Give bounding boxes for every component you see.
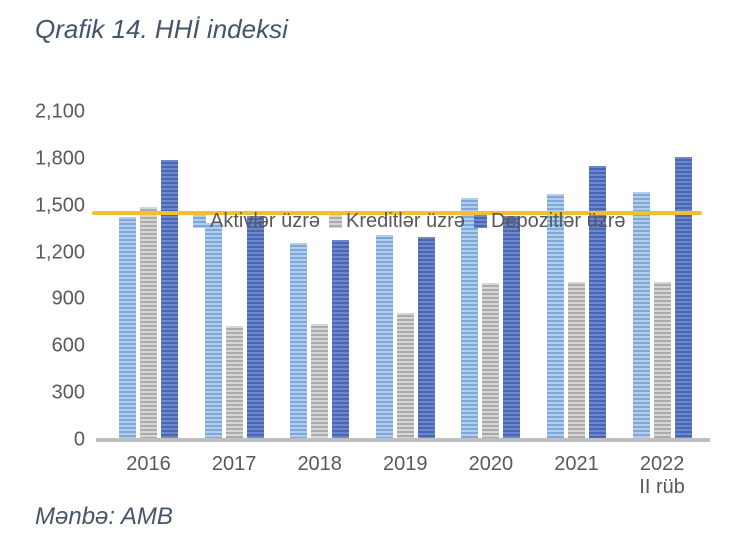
bar-group-2020 xyxy=(461,112,521,440)
bar-kreditlər-2019 xyxy=(396,312,414,440)
y-axis-tick-label: 2,100 xyxy=(34,100,85,123)
reference-line xyxy=(92,210,702,215)
bar-group-2018 xyxy=(290,112,350,440)
bar-group-2017 xyxy=(204,112,264,440)
bar-depozitlər-2020 xyxy=(503,215,521,440)
bar-group-2016 xyxy=(119,112,178,440)
y-axis-tick-label: 1,800 xyxy=(34,147,85,170)
bar-aktivlər-2017 xyxy=(204,222,222,440)
bar-aktivlər-2019 xyxy=(375,235,393,440)
bar-aktivlər-2022 xyxy=(632,191,650,440)
bar-depozitlər-2022 xyxy=(674,156,692,440)
y-axis-tick-label: 600 xyxy=(51,334,85,357)
legend-label: Depozitlər üzrə xyxy=(490,210,626,232)
y-axis: 0 300 600 900 1,200 1,500 1,800 2,100 xyxy=(0,0,85,550)
y-axis-tick-label: 300 xyxy=(51,381,85,404)
bar-group-2022 xyxy=(632,112,692,440)
legend-swatch-icon xyxy=(329,215,343,228)
bar-depozitlər-2019 xyxy=(417,237,435,440)
x-axis-tick-label: 2018 xyxy=(297,453,342,475)
legend-item-kreditlər: Kreditlər üzrə xyxy=(329,210,465,233)
bar-depozitlər-2017 xyxy=(246,215,264,440)
bar-depozitlər-2018 xyxy=(332,240,350,440)
legend-label: Kreditlər üzrə xyxy=(346,210,465,232)
bar-kreditlər-2021 xyxy=(568,281,585,440)
x-axis-line xyxy=(96,438,710,442)
x-axis-tick-label: 2019 xyxy=(383,453,428,475)
bar-aktivlər-2018 xyxy=(290,243,308,440)
bar-group-2019 xyxy=(375,112,435,440)
legend-swatch-icon xyxy=(193,215,206,228)
x-axis-tick-label: 2021 xyxy=(554,453,599,475)
y-axis-tick-label: 1,200 xyxy=(34,241,85,264)
legend-item-depozitlər: Depozitlər üzrə xyxy=(473,210,626,233)
x-axis-tick-label: 2017 xyxy=(211,453,257,475)
legend-item-aktivlər: Aktivlər üzrə xyxy=(193,210,320,233)
bar-kreditlər-2022 xyxy=(653,282,671,440)
bar-kreditlər-2017 xyxy=(225,326,243,440)
y-axis-tick-label: 900 xyxy=(51,287,85,310)
legend-swatch-icon xyxy=(473,215,487,228)
bar-group-2021 xyxy=(547,112,606,440)
x-axis-tick-label: 2020 xyxy=(468,453,514,475)
source-note: Mənbə: AMB xyxy=(35,503,173,530)
bar-groups xyxy=(90,112,706,440)
bar-aktivlər-2021 xyxy=(547,194,564,440)
bar-kreditlər-2018 xyxy=(311,323,329,440)
bar-depozitlər-2021 xyxy=(589,165,606,440)
x-axis-tick-label: 2022 II rüb xyxy=(639,453,685,498)
legend-label: Aktivlər üzrə xyxy=(210,210,321,232)
bar-aktivlər-2020 xyxy=(461,197,479,440)
bar-aktivlər-2016 xyxy=(119,216,136,440)
bar-kreditlər-2016 xyxy=(140,207,157,440)
legend: Aktivlər üzrə Kreditlər üzrə Depozitlər üz… xyxy=(193,210,625,233)
y-axis-tick-label: 1,500 xyxy=(34,194,85,217)
x-axis-tick-label: 2016 xyxy=(126,453,171,475)
bar-depozitlər-2016 xyxy=(161,160,178,440)
bar-kreditlər-2020 xyxy=(482,283,500,440)
chart-title: Qrafik 14. HHİ indeksi xyxy=(35,14,288,44)
y-axis-tick-label: 0 xyxy=(73,428,85,451)
plot-area: Aktivlər üzrə Kreditlər üzrə Depozitlər üz… xyxy=(90,112,710,442)
